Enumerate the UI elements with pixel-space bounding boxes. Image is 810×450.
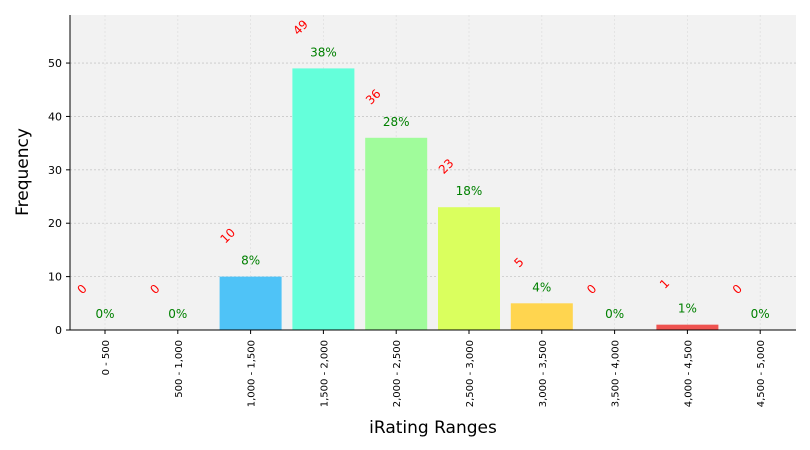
x-tick-label: 1,000 - 1,500 (247, 340, 258, 407)
percent-label: 0% (751, 307, 770, 321)
y-tick-label: 0 (55, 324, 62, 337)
percent-label: 28% (383, 115, 410, 129)
x-tick-label: 3,500 - 4,000 (611, 340, 622, 407)
bar (292, 68, 355, 330)
y-tick-label: 40 (48, 110, 62, 123)
x-tick-label: 2,500 - 3,000 (465, 340, 476, 407)
percent-label: 1% (678, 302, 697, 316)
y-tick-label: 10 (48, 271, 62, 284)
bar (656, 324, 719, 330)
percent-label: 4% (532, 280, 551, 294)
bars (219, 68, 719, 330)
bar (510, 303, 573, 330)
x-tick-label: 2,000 - 2,500 (392, 340, 403, 407)
percent-label: 0% (168, 307, 187, 321)
x-tick-label: 0 - 500 (101, 340, 112, 375)
percent-label: 38% (310, 45, 337, 59)
x-tick-label: 4,000 - 4,500 (683, 340, 694, 407)
percent-label: 0% (605, 307, 624, 321)
x-tick-label: 3,000 - 3,500 (538, 340, 549, 407)
plot-background (70, 15, 796, 330)
percent-label: 18% (456, 184, 483, 198)
x-tick-label: 1,500 - 2,000 (319, 340, 330, 407)
bar (219, 276, 282, 330)
y-tick-label: 30 (48, 164, 62, 177)
y-tick-label: 20 (48, 217, 62, 230)
y-tick-label: 50 (48, 57, 62, 70)
percent-label: 0% (95, 307, 114, 321)
x-axis-label: iRating Ranges (369, 418, 497, 438)
bar (438, 207, 500, 330)
x-tick-label: 500 - 1,000 (174, 340, 185, 398)
bar (365, 137, 428, 330)
x-tick-label: 4,500 - 5,000 (756, 340, 767, 407)
y-axis: 0 10 20 30 40 50 (48, 57, 70, 337)
y-axis-label: Frequency (13, 128, 33, 216)
percent-label: 8% (241, 254, 260, 268)
x-axis: 0 - 500 500 - 1,000 1,000 - 1,500 1,500 - 2… (101, 330, 767, 407)
